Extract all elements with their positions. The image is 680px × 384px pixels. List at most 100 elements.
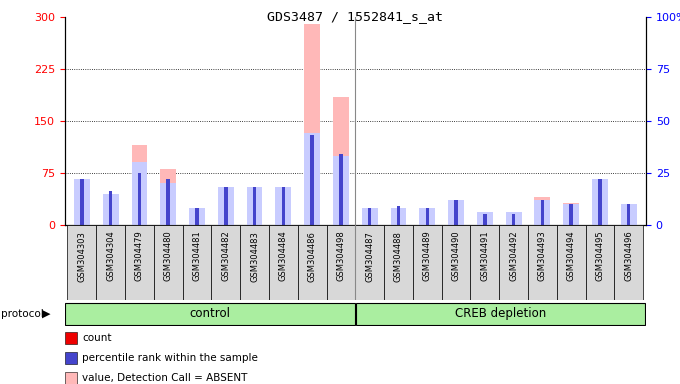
Bar	[592, 179, 608, 225]
Bar	[621, 204, 636, 225]
Bar	[471, 225, 499, 300]
Text: GSM304480: GSM304480	[164, 231, 173, 281]
Bar	[454, 200, 458, 225]
Text: GSM304484: GSM304484	[279, 231, 288, 281]
Bar	[534, 200, 550, 225]
Bar	[167, 223, 170, 225]
Bar	[390, 208, 407, 225]
Bar	[138, 173, 141, 225]
Bar	[131, 145, 148, 225]
Bar	[339, 154, 343, 225]
Text: GSM304481: GSM304481	[192, 231, 201, 281]
Text: GSM304488: GSM304488	[394, 231, 403, 281]
Bar	[269, 225, 298, 300]
Bar	[310, 136, 314, 225]
Bar	[454, 223, 458, 225]
Bar	[420, 208, 435, 225]
Bar	[282, 223, 285, 225]
Bar	[74, 179, 90, 225]
Bar	[368, 208, 371, 225]
Bar	[304, 133, 320, 225]
Bar	[390, 212, 407, 225]
Bar	[483, 223, 487, 225]
Bar	[441, 225, 471, 300]
Text: GSM304496: GSM304496	[624, 231, 633, 281]
Bar	[333, 97, 349, 225]
Bar	[333, 156, 349, 225]
Bar	[224, 187, 228, 225]
Bar	[103, 199, 118, 225]
Bar	[103, 194, 118, 225]
Bar	[356, 303, 645, 325]
Bar	[138, 223, 141, 225]
Bar	[627, 204, 630, 225]
Text: GSM304483: GSM304483	[250, 231, 259, 281]
Bar	[183, 225, 211, 300]
Bar	[598, 223, 602, 225]
Bar	[298, 225, 326, 300]
Bar	[310, 223, 314, 225]
Bar	[621, 214, 636, 225]
Bar	[247, 187, 262, 225]
Bar	[195, 223, 199, 225]
Bar	[627, 223, 630, 225]
Text: GSM304479: GSM304479	[135, 231, 144, 281]
Bar	[304, 24, 320, 225]
Bar	[528, 225, 557, 300]
Bar	[211, 225, 240, 300]
Bar	[506, 212, 522, 225]
Text: count: count	[82, 333, 112, 343]
Bar	[125, 225, 154, 300]
Bar	[65, 303, 355, 325]
Bar	[282, 187, 285, 225]
Bar	[426, 223, 429, 225]
Text: GSM304482: GSM304482	[221, 231, 231, 281]
Bar	[512, 214, 515, 225]
Bar	[131, 162, 148, 225]
Bar	[189, 208, 205, 225]
Bar	[477, 212, 493, 225]
Text: GSM304492: GSM304492	[509, 231, 518, 281]
Bar	[569, 223, 573, 225]
Text: CREB depletion: CREB depletion	[455, 307, 546, 320]
Bar	[563, 204, 579, 225]
Bar	[160, 183, 176, 225]
Bar	[420, 216, 435, 225]
Bar	[80, 223, 84, 225]
Bar	[477, 219, 493, 225]
Text: GSM304303: GSM304303	[78, 231, 86, 281]
Text: GSM304498: GSM304498	[337, 231, 345, 281]
Bar	[448, 218, 464, 225]
Bar	[585, 225, 614, 300]
Text: GSM304491: GSM304491	[480, 231, 490, 281]
Text: GSM304486: GSM304486	[307, 231, 317, 281]
Bar	[413, 225, 441, 300]
Bar	[109, 192, 112, 225]
Bar	[592, 180, 608, 225]
Bar	[275, 187, 291, 225]
Bar	[247, 189, 262, 225]
Text: control: control	[190, 307, 231, 320]
Bar	[426, 208, 429, 225]
Bar	[569, 204, 573, 225]
Bar	[224, 223, 228, 225]
Bar	[67, 225, 97, 300]
Bar	[534, 197, 550, 225]
Bar	[253, 187, 256, 225]
Bar	[541, 200, 544, 225]
Bar	[74, 209, 90, 225]
Bar	[483, 214, 487, 225]
Text: GSM304487: GSM304487	[365, 231, 374, 281]
Bar	[614, 225, 643, 300]
Text: GSM304490: GSM304490	[452, 231, 460, 281]
Bar	[80, 179, 84, 225]
Bar	[368, 223, 371, 225]
Text: GSM304493: GSM304493	[538, 231, 547, 281]
Text: GSM304489: GSM304489	[423, 231, 432, 281]
Bar	[512, 223, 515, 225]
Text: GSM304304: GSM304304	[106, 231, 115, 281]
Bar	[218, 189, 234, 225]
Bar	[253, 223, 256, 225]
Bar	[396, 206, 401, 225]
Text: protocol: protocol	[1, 309, 44, 319]
